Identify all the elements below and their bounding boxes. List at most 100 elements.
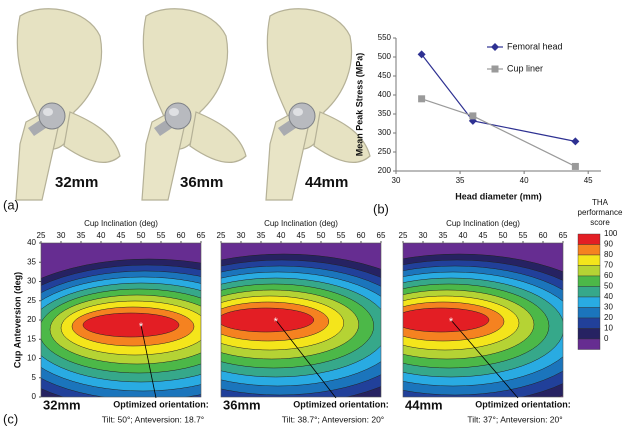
colorbar-tick-label: 20 [604,313,613,322]
panel-label: (a) [3,197,19,212]
size-label: 44mm [305,174,348,191]
colorbar-band [578,287,600,298]
colorbar-band [578,297,600,308]
line [422,99,576,167]
x-tick-label: 45 [117,231,126,240]
x-axis-title: Cup Inclination (deg) [446,219,520,228]
y-tick-label: 40 [27,238,36,247]
annotation: Optimized orientation: [475,399,571,409]
x-tick-label: 60 [357,231,366,240]
colorbar-tick-label: 40 [604,292,613,301]
y-tick-label: 400 [378,90,392,99]
x-tick-label: 60 [539,231,548,240]
marker [469,112,476,119]
colorbar-band [578,329,600,340]
x-tick-label: 35 [257,231,266,240]
y-axis-title: Cup Anteversion (deg) [12,272,22,368]
colorbar-tick-label: 50 [604,282,613,291]
x-axis-title: Cup Inclination (deg) [84,219,158,228]
x-tick-label: 65 [377,231,386,240]
x-tick-label: 25 [399,231,408,240]
x-tick-label: 45 [297,231,306,240]
x-tick-label: 25 [37,231,46,240]
size-label: 44mm [405,397,443,412]
colorbar-tick-label: 10 [604,324,613,333]
marker [418,95,425,102]
y-tick-label: 15 [27,334,36,343]
panel-a: (a) 32mm 36mm 44mm [3,9,370,213]
x-tick-label: 55 [337,231,346,240]
optimum-star: * [139,321,144,333]
x-axis-title: Cup Inclination (deg) [264,219,338,228]
size-label: 36mm [180,174,223,191]
x-tick-label: 55 [519,231,528,240]
y-tick-label: 20 [27,315,36,324]
x-tick-label: 50 [317,231,326,240]
pelvis-image [142,9,246,200]
x-tick-label: 35 [456,176,465,185]
colorbar-tick-label: 80 [604,250,613,259]
y-tick-label: 300 [378,128,392,137]
colorbar-tick-label: 100 [604,229,618,238]
legend-marker [491,43,499,51]
y-tick-label: 10 [27,354,36,363]
colorbar-title: THA [592,198,609,207]
x-tick-label: 40 [277,231,286,240]
x-tick-label: 55 [157,231,166,240]
annotation-detail: Tilt: 50°; Anteversion: 18.7° [102,414,204,424]
legend-marker [492,66,499,73]
x-tick-label: 65 [559,231,568,240]
x-axis-title: Head diameter (mm) [455,191,542,201]
x-tick-label: 40 [520,176,529,185]
optimum-star: * [449,316,454,328]
panel-label: (b) [373,201,389,216]
colorbar-tick-label: 60 [604,271,613,280]
size-label: 36mm [223,397,261,412]
x-tick-label: 35 [439,231,448,240]
figure: (a) 32mm 36mm 44mm 200250300350400450500… [0,0,626,433]
annotation-detail: Tilt: 38.7°; Anteversion: 20° [282,414,384,424]
colorbar-band [578,276,600,287]
y-tick-label: 35 [27,257,36,266]
annotation-detail: Tilt: 37°; Anteversion: 20° [467,414,562,424]
x-tick-label: 60 [177,231,186,240]
colorbar-title: score [590,218,610,227]
colorbar-tick-label: 30 [604,303,613,312]
x-tick-label: 45 [584,176,593,185]
x-tick-label: 25 [217,231,226,240]
legend-label: Femoral head [507,41,563,51]
colorbar-title: performance [578,208,623,217]
contour-band [83,313,179,337]
marker [572,163,579,170]
panel-c: (c)253035404550556065Cup Inclination (de… [0,198,624,426]
optimum-star: * [274,316,279,328]
pelvis-image [16,9,120,200]
annotation: Optimized orientation: [113,399,209,409]
legend-label: Cup liner [507,63,543,73]
colorbar-tick-label: 90 [604,240,613,249]
size-label: 32mm [43,397,81,412]
y-tick-label: 250 [378,147,392,156]
marker [571,137,579,145]
x-tick-label: 50 [499,231,508,240]
y-tick-label: 5 [32,373,37,382]
y-tick-label: 0 [32,392,37,401]
x-tick-label: 50 [137,231,146,240]
x-tick-label: 30 [237,231,246,240]
colorbar-tick-label: 0 [604,334,609,343]
colorbar-band [578,266,600,277]
y-tick-label: 450 [378,71,392,80]
y-tick-label: 500 [378,52,392,61]
annotation: Optimized orientation: [293,399,389,409]
y-tick-label: 200 [378,166,392,175]
colorbar-band [578,339,600,350]
size-label: 32mm [55,174,98,191]
x-tick-label: 30 [392,176,401,185]
colorbar-tick-label: 70 [604,261,613,270]
contour-band [393,308,489,332]
y-tick-label: 550 [378,33,392,42]
colorbar-band [578,255,600,266]
x-tick-label: 65 [197,231,206,240]
y-tick-label: 25 [27,296,36,305]
